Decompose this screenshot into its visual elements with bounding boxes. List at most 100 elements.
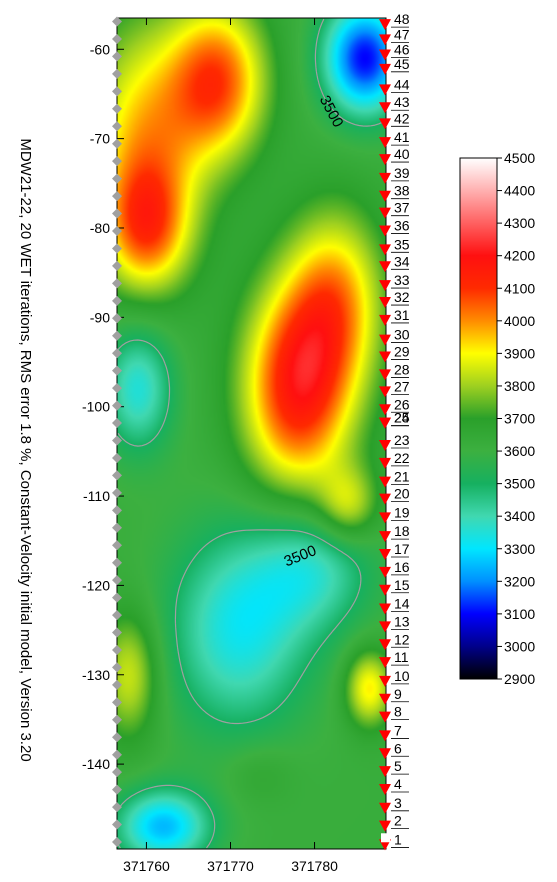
receiver-label: 1: [394, 831, 402, 847]
receiver-marker: [379, 404, 391, 416]
shot-marker: [112, 383, 122, 394]
receiver-marker: [379, 297, 391, 309]
shot-marker: [112, 86, 122, 97]
receiver-label: 18: [394, 523, 410, 539]
receiver-label: 25: [394, 410, 410, 426]
shot-marker: [112, 225, 122, 236]
receiver-marker: [379, 457, 391, 469]
shot-marker: [112, 714, 122, 725]
shot-marker: [112, 749, 122, 760]
receiver-label: 12: [394, 631, 410, 647]
colorbar-tick-label: 3200: [504, 573, 535, 589]
shot-marker: [112, 610, 122, 621]
receiver-label: 7: [394, 722, 402, 738]
colorbar-tick-label: 3900: [504, 345, 535, 361]
y-tick-label: -120: [82, 577, 110, 593]
receiver-label: 23: [394, 432, 410, 448]
x-tick-label: 371760: [123, 858, 170, 874]
colorbar-ramp: [459, 157, 498, 680]
shot-marker: [112, 592, 122, 603]
receiver-label: 40: [394, 146, 410, 162]
shot-marker: [112, 348, 122, 359]
receiver-label: 27: [394, 378, 410, 394]
receiver-label: 13: [394, 613, 410, 629]
receiver-label: 2: [394, 813, 402, 829]
shot-markers: [112, 16, 122, 848]
receiver-label: 39: [394, 165, 410, 181]
shot-marker: [112, 627, 122, 638]
receiver-label: 6: [394, 740, 402, 756]
receiver-label: 17: [394, 541, 410, 557]
shot-marker: [112, 522, 122, 533]
colorbar-tick-label: 4400: [504, 183, 535, 199]
receiver-label: 8: [394, 704, 402, 720]
receiver-label: 46: [394, 42, 410, 58]
receiver-marker: [379, 369, 391, 381]
colorbar-ticks: 4500 4400 4300 4200 4100 4000 3900 3800 3700 3600…: [497, 150, 535, 687]
receiver-label: 48: [394, 11, 410, 27]
receiver-marker: [379, 118, 391, 130]
receiver-marker: [379, 334, 391, 346]
receiver-label: 3: [394, 795, 402, 811]
receiver-marker: [379, 34, 391, 46]
y-tick-label: -100: [82, 399, 110, 415]
plot-frame: [116, 17, 387, 850]
shot-marker: [112, 837, 122, 848]
receiver-label: 41: [394, 129, 410, 145]
y-tick-label: -70: [90, 131, 110, 147]
shot-marker: [112, 697, 122, 708]
receiver-label: 47: [394, 26, 410, 42]
receiver-marker: [379, 512, 391, 524]
colorbar-tick-label: 4200: [504, 248, 535, 264]
shot-marker: [112, 802, 122, 813]
receiver-marker: [379, 693, 391, 705]
shot-marker: [112, 819, 122, 830]
receiver-label: 32: [394, 289, 410, 305]
y-tick-label: -140: [82, 756, 110, 772]
receiver-marker: [379, 639, 391, 651]
shot-marker: [112, 121, 122, 132]
shot-marker: [112, 470, 122, 481]
colorbar-tick-label: 3400: [504, 508, 535, 524]
receiver-label: 33: [394, 272, 410, 288]
receiver-label: 10: [394, 668, 410, 684]
receiver-marker: [379, 102, 391, 114]
receiver-marker: [379, 190, 391, 202]
receiver-label: 34: [394, 253, 410, 269]
shot-marker: [112, 278, 122, 289]
receiver-marker: [379, 784, 391, 796]
shot-marker: [112, 487, 122, 498]
colorbar-tick-label: 3600: [504, 443, 535, 459]
receiver-label: 38: [394, 183, 410, 199]
receiver-marker: [379, 657, 391, 669]
receiver-label: 30: [394, 327, 410, 343]
shot-marker: [112, 260, 122, 271]
shot-marker: [112, 767, 122, 778]
shot-marker: [112, 173, 122, 184]
x-tick-label: 371770: [207, 858, 254, 874]
shot-marker: [112, 330, 122, 341]
receiver-label: 20: [394, 486, 410, 502]
shot-marker: [112, 295, 122, 306]
shot-marker: [112, 540, 122, 551]
chart-title-text: MDW21-22, 20 WET iterations, RMS error 1…: [17, 138, 34, 761]
receiver-label: 5: [394, 758, 402, 774]
y-tick-label: -130: [82, 667, 110, 683]
shot-marker: [112, 138, 122, 149]
receiver-marker: [379, 84, 391, 96]
receiver-label: 21: [394, 469, 410, 485]
shot-marker: [112, 575, 122, 586]
shot-marker: [112, 452, 122, 463]
receiver-label: 44: [394, 76, 410, 92]
shot-marker: [112, 784, 122, 795]
receiver-label: 28: [394, 361, 410, 377]
endpoint-marker: [381, 833, 390, 843]
receiver-label: 24: [394, 410, 410, 426]
receiver-marker: [379, 802, 391, 814]
y-tick-label: -60: [90, 41, 110, 57]
receiver-label: 22: [394, 450, 410, 466]
receiver-label: 36: [394, 218, 410, 234]
receiver-label: 37: [394, 200, 410, 216]
receiver-marker: [379, 493, 391, 505]
shot-marker: [112, 103, 122, 114]
